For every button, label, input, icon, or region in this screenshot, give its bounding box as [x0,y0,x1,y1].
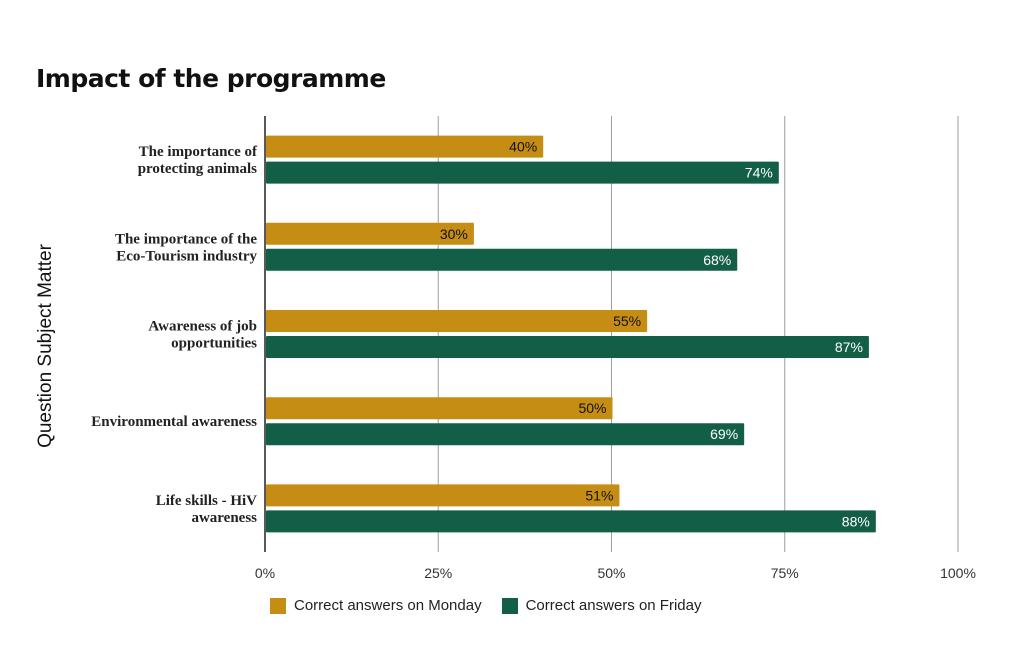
data-label: 40% [509,139,537,155]
bar-monday [266,310,648,332]
data-label: 87% [835,339,863,355]
bar-friday [266,336,869,358]
data-label: 68% [703,252,731,268]
x-tick-label: 25% [424,565,452,581]
bar-monday [266,397,613,420]
x-tick-label: 100% [940,565,976,581]
category-label-line: The importance of the [115,231,257,247]
legend-swatch-monday [270,597,286,614]
category-label-line: opportunities [171,336,257,352]
x-tick-label: 75% [771,565,799,581]
data-label: 51% [585,487,613,503]
data-label: 88% [842,513,870,529]
category-label: Awareness of job opportunities [148,319,257,352]
category-label-line: Eco-Tourism industry [116,248,257,264]
legend-label-monday: Correct answers on Monday [294,597,482,614]
category-label: Life skills - HiV awareness [156,493,257,526]
legend-label-friday: Correct answers on Friday [525,597,702,614]
legend-swatch-friday [501,597,518,614]
category-label-line: The importance of [139,144,258,160]
bar-monday [266,484,620,507]
legend-item-monday[interactable]: Correct answers on Monday [270,597,482,614]
data-label: 55% [613,313,641,329]
legend-item-friday[interactable]: Correct answers on Friday [501,597,702,614]
bar-friday [266,510,876,533]
data-label: 30% [440,226,468,242]
bar-friday [266,423,745,446]
category-label-line: protecting animals [138,161,257,177]
x-tick-label: 50% [597,565,625,581]
bar-monday [266,222,474,245]
category-label-line: Awareness of job [148,319,257,335]
bar-friday [266,248,738,271]
data-label: 69% [710,426,738,442]
category-label: The importance of the Eco-Tourism industr… [115,231,258,264]
category-label-line: Life skills - HiV [156,493,257,509]
x-tick-label: 0% [255,565,275,581]
data-label: 74% [745,165,773,181]
chart-title: Impact of the programme [36,64,386,93]
category-label-line: awareness [191,510,257,526]
bar-friday [266,161,779,184]
bar-monday [266,135,544,158]
category-label: The importance of protecting animals [138,144,258,177]
category-label: Environmental awareness [91,414,257,430]
legend: Correct answers on Monday Correct answer… [270,597,702,614]
data-label: 50% [578,400,606,416]
category-label-line: Environmental awareness [91,414,257,430]
